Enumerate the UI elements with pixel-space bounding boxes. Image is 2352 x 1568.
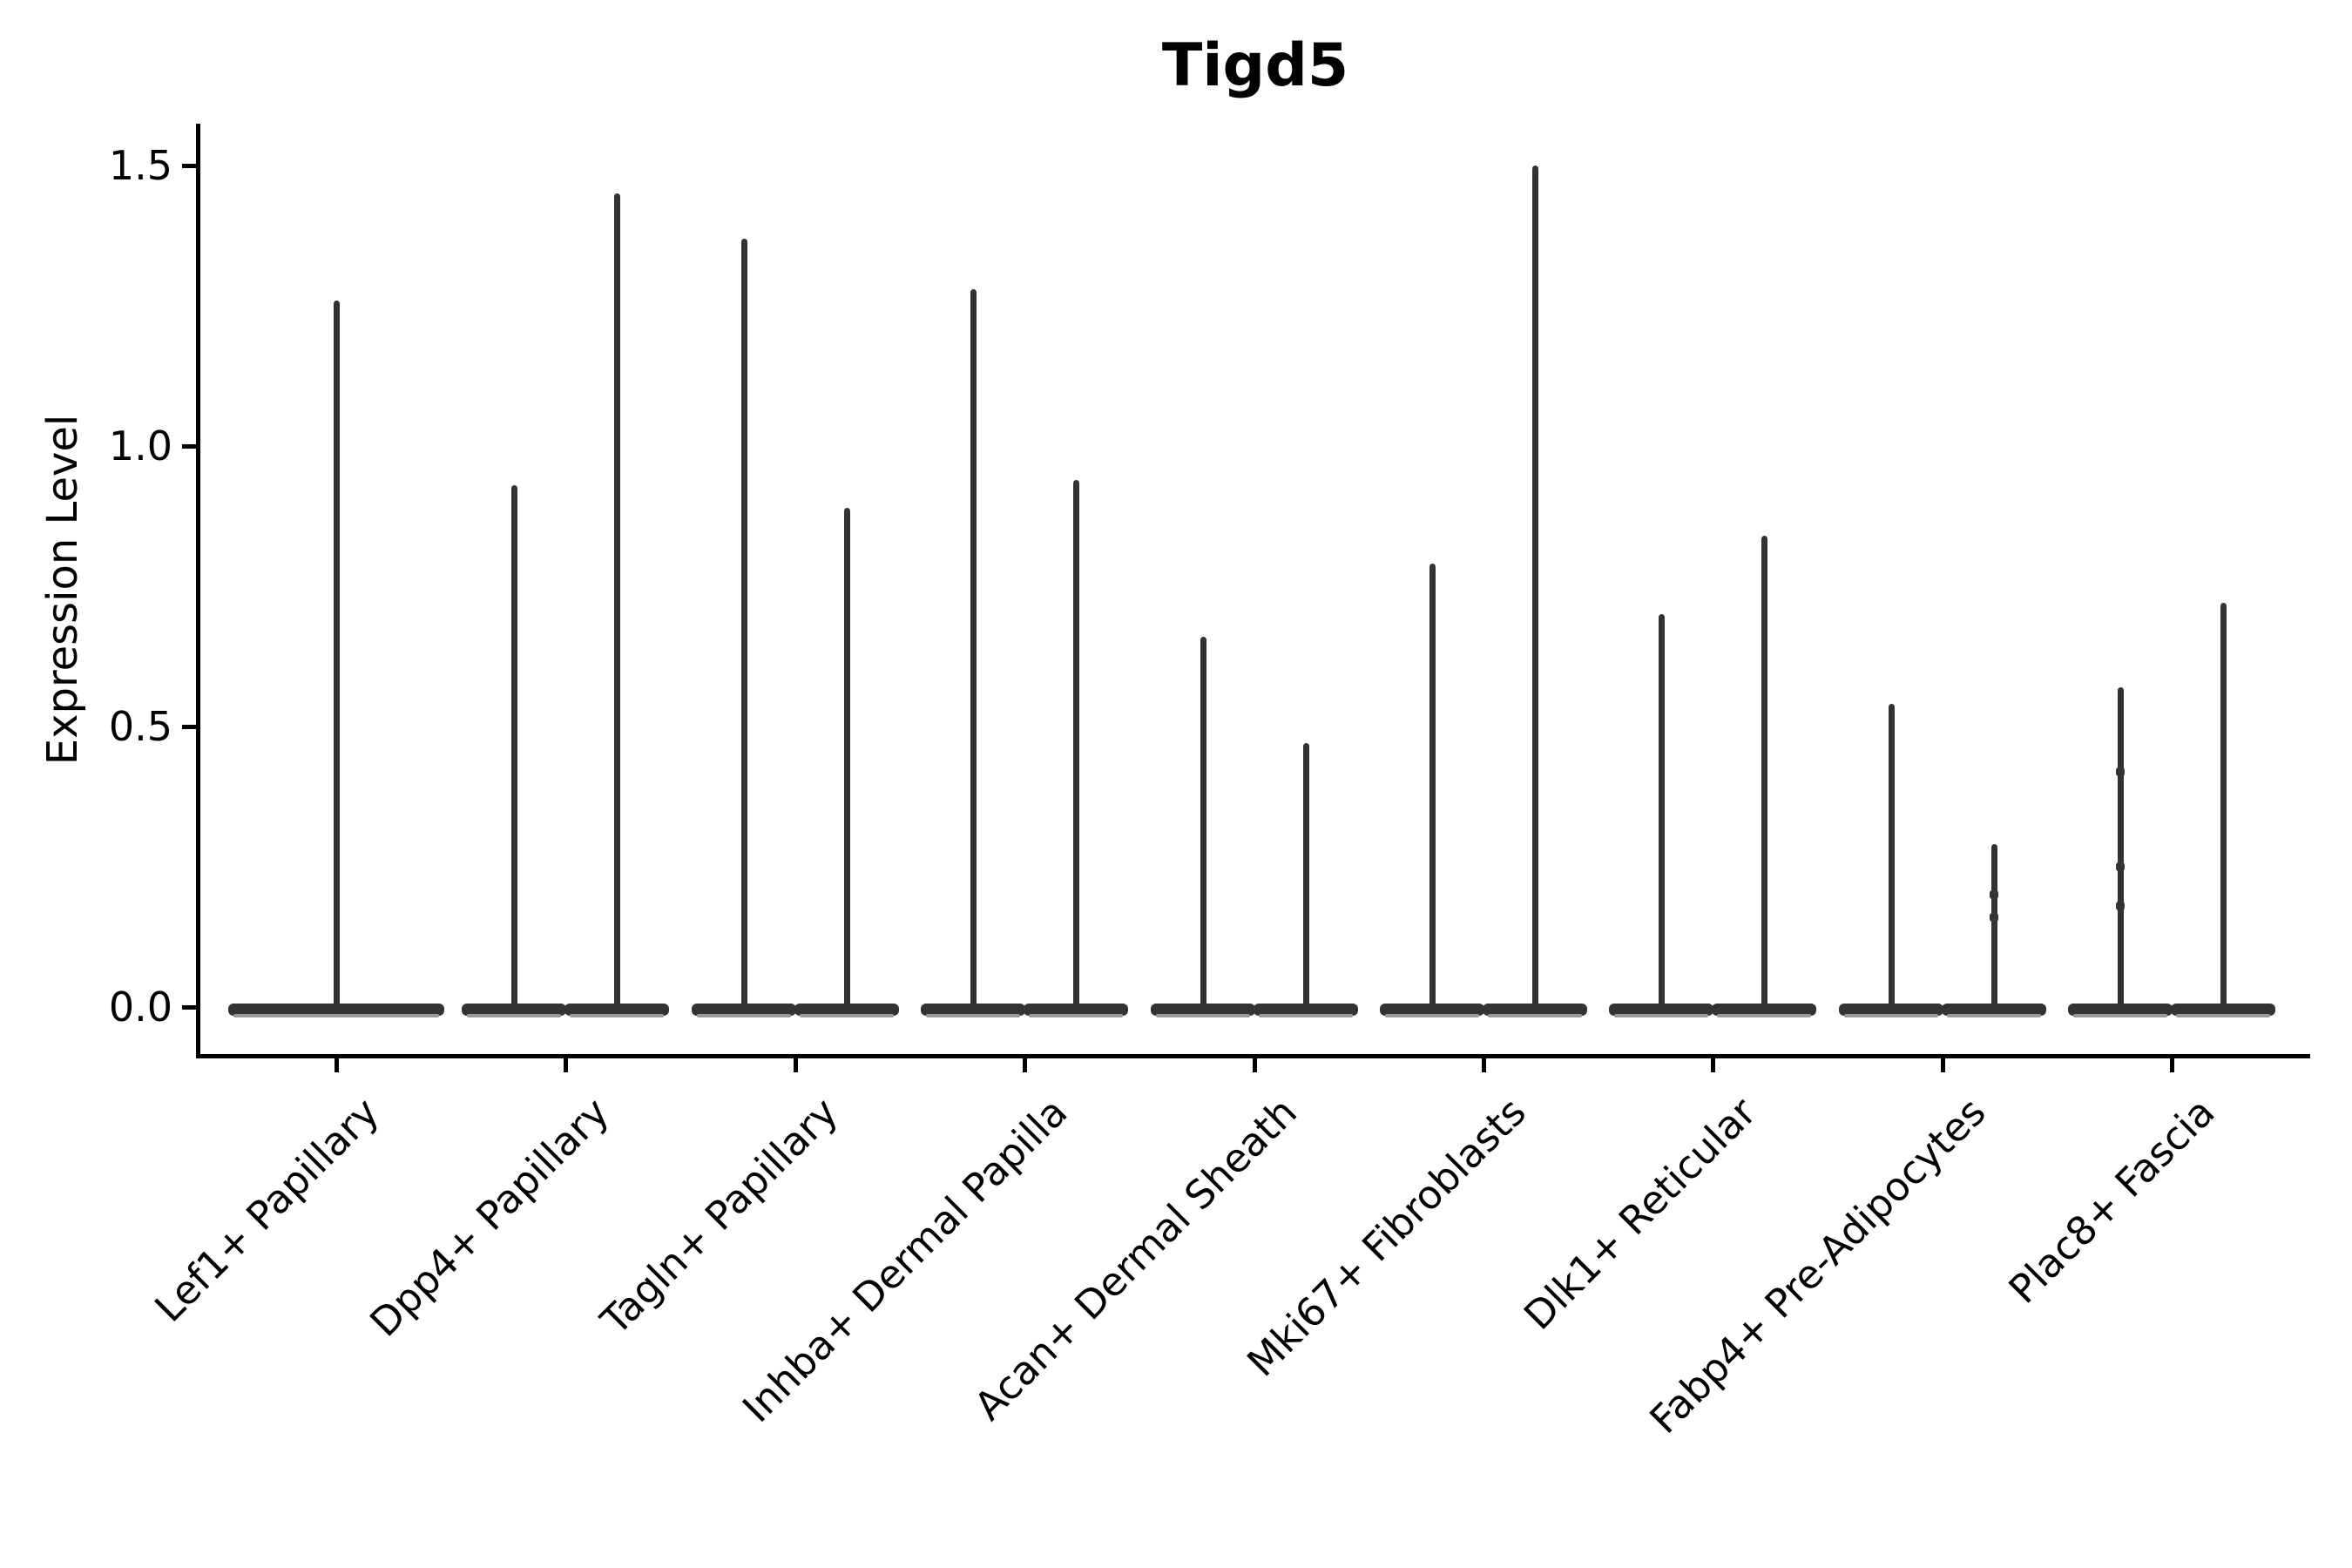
violin-body-zero: [1024, 1004, 1129, 1016]
violin-body-fill-edge: [467, 1014, 562, 1017]
violin-body-fill-edge: [1717, 1014, 1812, 1017]
violin-body-fill-edge: [1155, 1014, 1250, 1017]
violin-body-zero: [228, 1004, 444, 1016]
violin-body-zero: [2171, 1004, 2276, 1016]
violin-body-fill-edge: [1614, 1014, 1709, 1017]
violin-body-zero: [1838, 1004, 1943, 1016]
violin-max-spike: [843, 507, 850, 1007]
violin-max-spike: [334, 300, 340, 1007]
x-tick-mark: [335, 1058, 339, 1072]
x-tick-label: Dpp4+ Papillary: [360, 1088, 618, 1346]
expression-point-dot: [2116, 767, 2126, 776]
x-tick-label: Tagln+ Papillary: [591, 1088, 848, 1344]
y-tick-label: 1.0: [108, 422, 172, 470]
violin-body-zero: [1609, 1004, 1714, 1016]
x-tick-mark: [1940, 1058, 1945, 1072]
violin-body-fill-edge: [2073, 1014, 2168, 1017]
violin-body-fill-edge: [1946, 1014, 2041, 1017]
violin-body-zero: [794, 1004, 899, 1016]
violin-max-spike: [1200, 636, 1206, 1007]
x-axis-spine: [196, 1054, 2310, 1058]
violin-max-spike: [740, 238, 747, 1007]
x-tick-label: Plac8+ Fascia: [1999, 1088, 2224, 1313]
violin-body-zero: [564, 1004, 670, 1016]
violin-max-spike: [614, 193, 621, 1007]
violin-max-spike: [1429, 564, 1436, 1007]
violin-max-spike: [1659, 614, 1666, 1007]
violin-body-zero: [921, 1004, 1026, 1016]
violin-body-fill-edge: [1843, 1014, 1938, 1017]
violin-max-spike: [511, 485, 518, 1007]
violin-body-fill-edge: [233, 1014, 439, 1017]
violin-body-fill-edge: [696, 1014, 791, 1017]
violin-max-spike: [2118, 686, 2125, 1007]
y-tick-label: 0.5: [108, 703, 172, 750]
y-axis-label: Expression Level: [38, 414, 87, 766]
violin-max-spike: [1302, 743, 1309, 1007]
x-tick-mark: [1252, 1058, 1257, 1072]
violin-body-zero: [1253, 1004, 1358, 1016]
violin-body-zero: [1941, 1004, 2046, 1016]
y-tick-label: 1.5: [108, 142, 172, 189]
y-tick-mark: [182, 164, 196, 168]
x-tick-mark: [564, 1058, 569, 1072]
y-axis-spine: [196, 124, 200, 1058]
violin-body-zero: [462, 1004, 567, 1016]
violin-body-zero: [2068, 1004, 2173, 1016]
x-tick-mark: [1482, 1058, 1486, 1072]
chart-title: Tigd5: [1161, 31, 1349, 100]
y-tick-mark: [182, 1005, 196, 1010]
violin-max-spike: [1990, 844, 1997, 1007]
x-tick-label: Dlk1+ Reticular: [1514, 1088, 1765, 1339]
violin-body-fill-edge: [1385, 1014, 1479, 1017]
x-tick-mark: [1023, 1058, 1028, 1072]
violin-body-zero: [691, 1004, 796, 1016]
violin-body-fill-edge: [1488, 1014, 1582, 1017]
expression-point-dot: [2116, 902, 2126, 911]
expression-point-dot: [2116, 862, 2126, 871]
y-tick-mark: [182, 444, 196, 449]
violin-body-zero: [1380, 1004, 1484, 1016]
violin-max-spike: [2220, 603, 2227, 1007]
violin-body-fill-edge: [926, 1014, 1021, 1017]
violin-body-fill-edge: [570, 1014, 665, 1017]
violin-body-zero: [1150, 1004, 1255, 1016]
violin-max-spike: [1888, 704, 1895, 1007]
violin-max-spike: [1073, 479, 1080, 1007]
y-tick-label: 0.0: [108, 983, 172, 1031]
violin-body-fill-edge: [799, 1014, 894, 1017]
violin-max-spike: [1532, 166, 1538, 1007]
violin-max-spike: [970, 288, 977, 1007]
violin-body-zero: [1712, 1004, 1817, 1016]
expression-point-dot: [1989, 890, 1998, 900]
violin-body-fill-edge: [1258, 1014, 1353, 1017]
x-tick-mark: [793, 1058, 798, 1072]
violin-body-zero: [1483, 1004, 1587, 1016]
x-tick-mark: [1711, 1058, 1716, 1072]
expression-point-dot: [1989, 912, 1998, 922]
x-tick-label: Lef1+ Papillary: [145, 1088, 389, 1331]
y-tick-mark: [182, 725, 196, 729]
x-tick-mark: [2170, 1058, 2175, 1072]
violin-body-fill-edge: [2176, 1014, 2271, 1017]
violin-max-spike: [1761, 536, 1768, 1007]
violin-body-fill-edge: [1029, 1014, 1124, 1017]
